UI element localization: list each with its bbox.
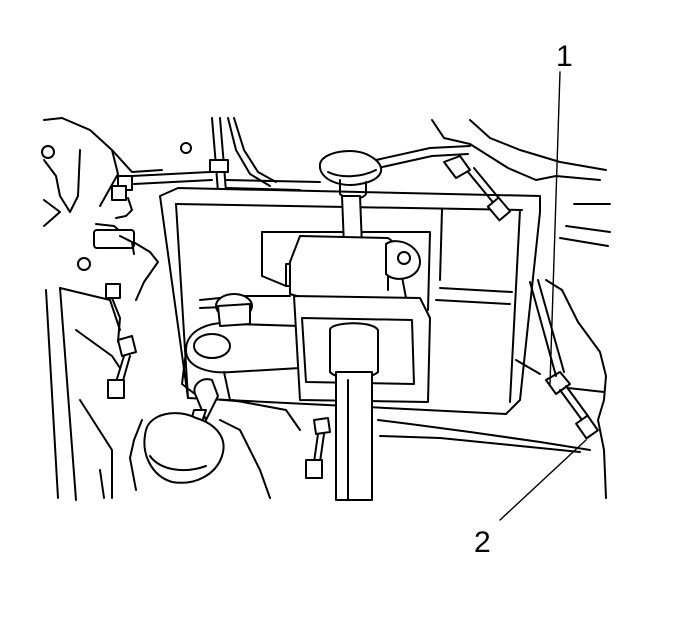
left-body-structure bbox=[41, 117, 163, 501]
bolt-lower-center-icon bbox=[305, 417, 331, 479]
linkage-arm bbox=[181, 293, 301, 403]
bolt-left-icon bbox=[107, 335, 137, 399]
right-body-structure bbox=[377, 119, 611, 499]
right-strut bbox=[529, 279, 565, 377]
callout-1-label: 1 bbox=[556, 40, 573, 73]
bolts bbox=[107, 155, 599, 479]
cables bbox=[131, 117, 471, 193]
callout-2-label: 2 bbox=[474, 526, 491, 559]
bolt-upper-right-icon bbox=[443, 155, 512, 222]
retainer-bracket bbox=[289, 235, 421, 307]
hoist-assembly bbox=[293, 295, 431, 501]
callout-leaders bbox=[499, 71, 587, 521]
bolt-callout-2-icon bbox=[545, 371, 599, 440]
jack-handle bbox=[129, 378, 301, 499]
